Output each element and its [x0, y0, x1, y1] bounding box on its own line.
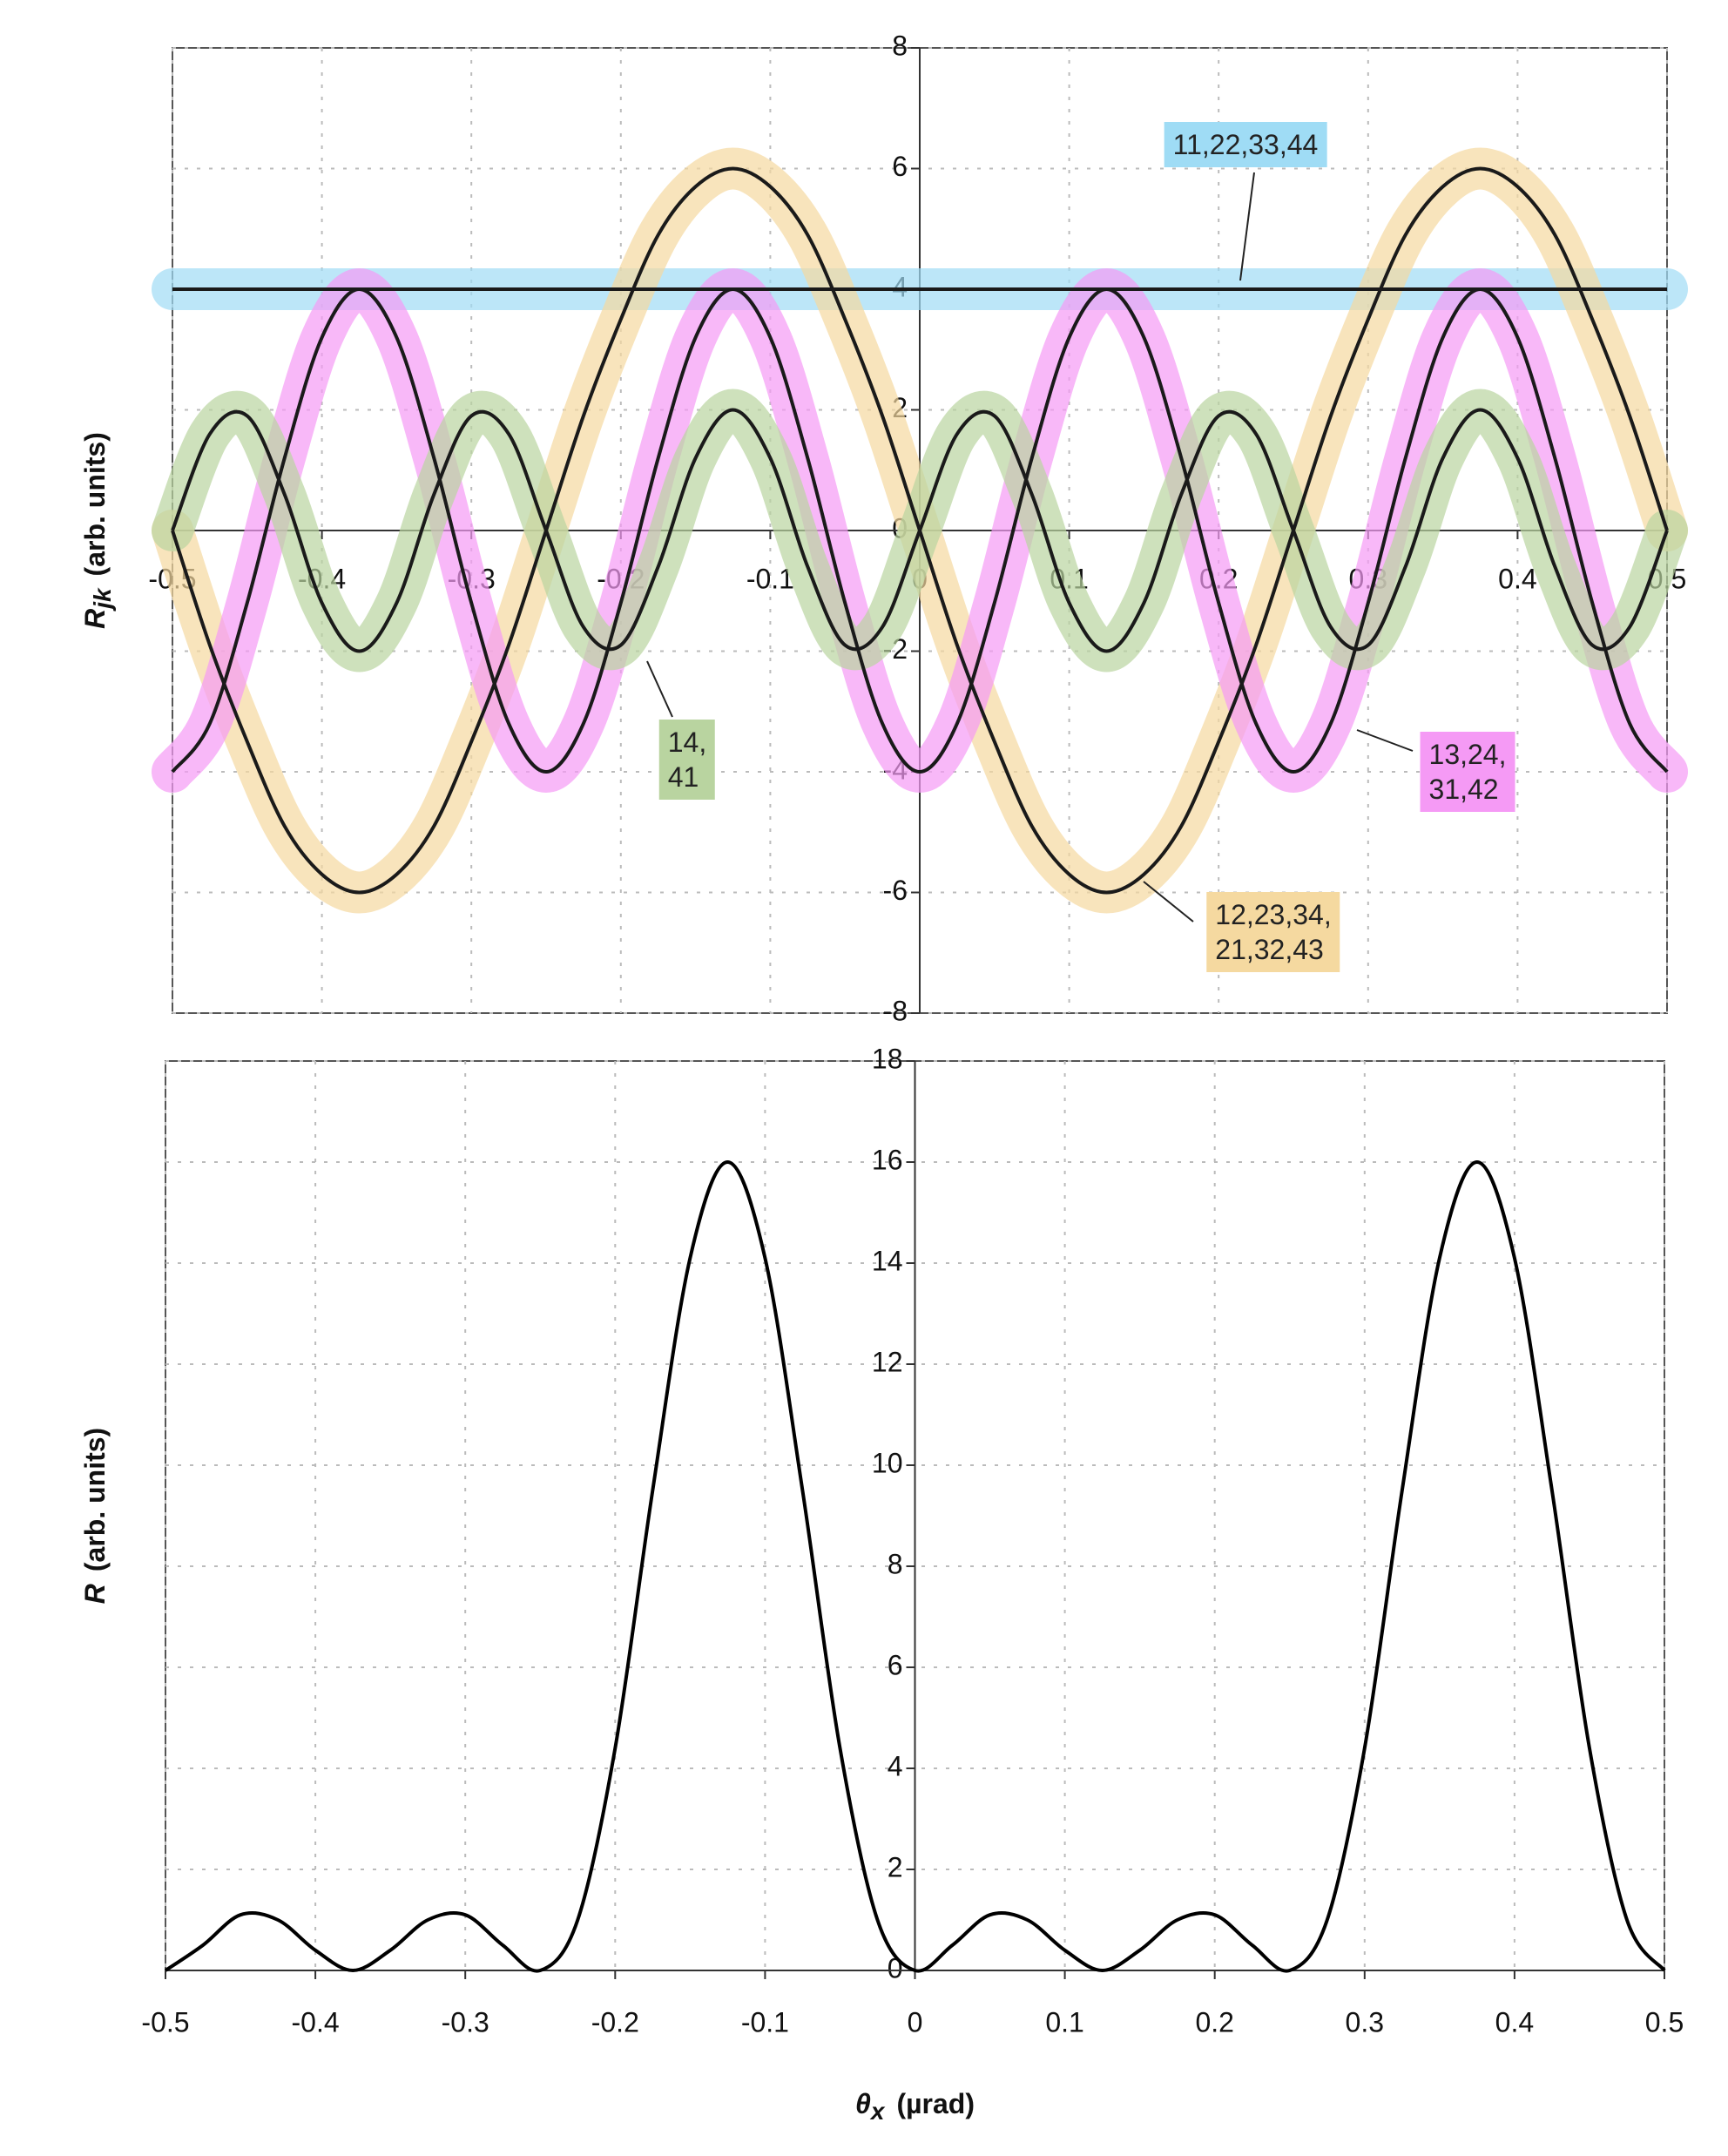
- x-tick-label: -0.2: [591, 2006, 639, 2038]
- y-tick-label: -8: [883, 995, 908, 1026]
- x-tick-label: -0.3: [442, 2006, 489, 2038]
- y-tick-label: -6: [883, 875, 908, 906]
- axis-title: Rjk (arb. units): [79, 432, 116, 629]
- y-tick-label: 10: [872, 1447, 903, 1478]
- y-tick-label: 6: [888, 1649, 903, 1680]
- series-line: [171, 408, 1669, 653]
- axis-subscript: jk: [89, 587, 116, 612]
- y-tick-label: 18: [872, 1043, 903, 1074]
- x-tick-label: 0.4: [1495, 2006, 1534, 2038]
- y-tick-label: 8: [892, 30, 908, 61]
- leader-line: [1143, 881, 1194, 923]
- x-tick-label: 0.3: [1346, 2006, 1384, 2038]
- series-label: 12,23,34, 21,32,43: [1206, 892, 1340, 972]
- series-label: 11,22,33,44: [1164, 122, 1327, 167]
- x-tick-label: 0.4: [1498, 563, 1536, 594]
- y-tick-label: 16: [872, 1144, 903, 1175]
- axis-unit: (arb. units): [79, 1428, 111, 1571]
- leader-line: [646, 660, 673, 718]
- x-tick-label: -0.1: [741, 2006, 789, 2038]
- axis-unit: (arb. units): [79, 432, 111, 576]
- series-line: [164, 1159, 1666, 1973]
- y-tick-label: 14: [872, 1245, 903, 1276]
- axis-symbol: R: [79, 1584, 111, 1604]
- y-tick-label: 6: [892, 151, 908, 182]
- series-label: 14, 41: [658, 720, 716, 800]
- y-tick-label: 2: [888, 1851, 903, 1882]
- y-tick-label: 12: [872, 1346, 903, 1377]
- y-tick-label: 8: [888, 1548, 903, 1579]
- leader-line: [1239, 172, 1255, 281]
- x-tick-label: 0.1: [1045, 2006, 1083, 2038]
- axis-title: θx (µrad): [855, 2088, 975, 2125]
- axis-symbol: R: [79, 609, 111, 629]
- x-tick-label: -0.5: [141, 2006, 189, 2038]
- x-tick-label: 0.5: [1645, 2006, 1684, 2038]
- axis-symbol: θ: [855, 2088, 871, 2119]
- axis-title: R (arb. units): [79, 1428, 111, 1604]
- leader-line: [1356, 729, 1414, 752]
- x-tick-label: 0.2: [1195, 2006, 1233, 2038]
- axis-unit: (µrad): [896, 2088, 975, 2119]
- series-label: 13,24, 31,42: [1420, 732, 1515, 812]
- y-tick-label: 4: [888, 1750, 903, 1781]
- series-line: [171, 287, 1669, 774]
- x-tick-label: -0.4: [292, 2006, 340, 2038]
- axis-subscript: x: [869, 2098, 886, 2125]
- x-tick-label: 0: [908, 2006, 923, 2038]
